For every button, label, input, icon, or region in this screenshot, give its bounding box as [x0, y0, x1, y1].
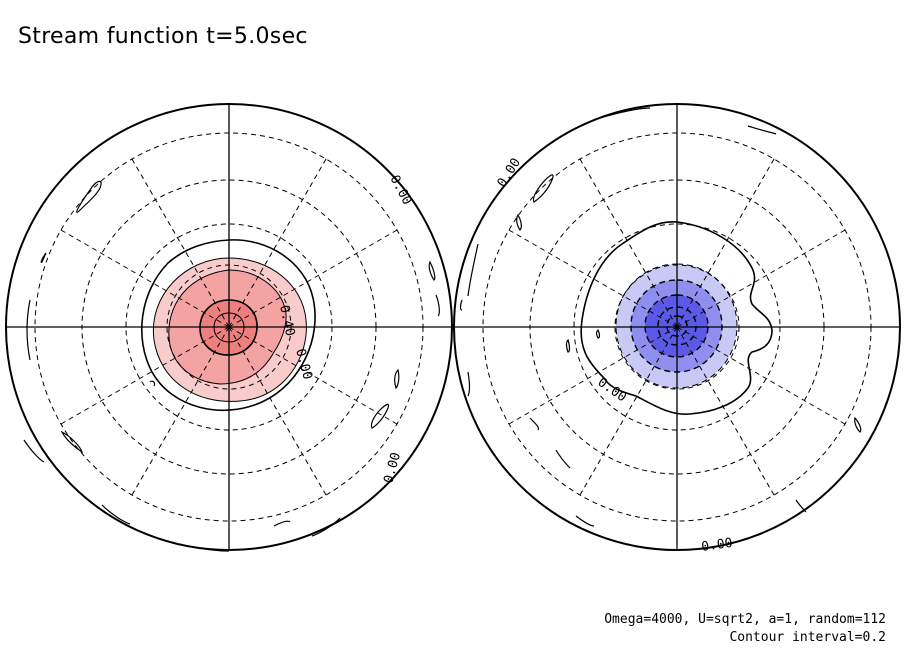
contour-interval-note: Contour interval=0.2: [729, 630, 886, 645]
contour-0.2-left: [152, 257, 307, 402]
contour-neg1.0-right: [666, 315, 688, 337]
contour-neg0.8-right: [657, 306, 697, 346]
contour-label-right-1: 0.00: [595, 375, 629, 405]
left-contours: [141, 239, 316, 412]
left-boundary-circle: [5, 103, 453, 551]
contour-zero-left: [141, 239, 316, 412]
contour-zero-right: [580, 221, 773, 415]
contour-neg0.2-right: [615, 263, 738, 389]
contour-neg0.6-right: [644, 294, 709, 358]
parameters-note: Omega=4000, U=sqrt2, a=1, random=112: [604, 612, 886, 627]
right-contours: [580, 221, 773, 415]
contour-label-left-1: 0.40: [276, 304, 297, 338]
right-hemisphere-panel: 0.00 0.00 0.00: [453, 103, 901, 555]
contour-neg0.4-right: [630, 279, 723, 373]
contour-0.4-left: [168, 269, 287, 385]
chart-title: Stream function t=5.0sec: [18, 24, 308, 49]
right-boundary-circle: [453, 103, 901, 551]
contour-label-left-3: 0.00: [386, 173, 414, 208]
contour-0.4-inner-left: [199, 299, 258, 356]
left-hemisphere-panel: 0.40 0.00 0.00: [5, 103, 453, 552]
contour-0.6-left: [213, 312, 245, 343]
contour-label-right-3: 0.00: [700, 536, 733, 555]
contour-label-right-2: 0.00: [495, 156, 524, 191]
